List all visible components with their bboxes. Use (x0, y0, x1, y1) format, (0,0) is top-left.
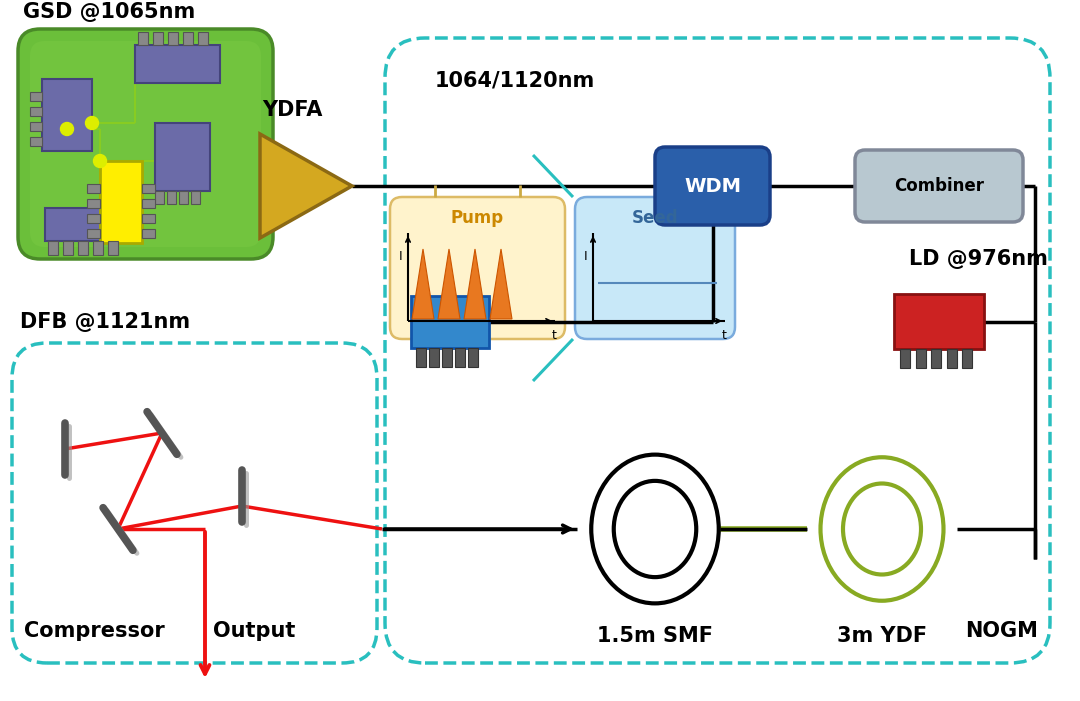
Bar (168, 32, 178, 45)
Bar (141, 214, 156, 223)
Text: 1064/1120nm: 1064/1120nm (435, 71, 595, 91)
Bar (78, 241, 87, 255)
Bar (455, 348, 465, 367)
Bar (141, 184, 156, 193)
FancyBboxPatch shape (390, 197, 565, 339)
Bar (138, 32, 148, 45)
FancyBboxPatch shape (654, 147, 770, 225)
Text: 3m YDF: 3m YDF (837, 626, 927, 646)
Bar (100, 161, 141, 243)
Bar (108, 241, 118, 255)
Bar (183, 32, 193, 45)
FancyBboxPatch shape (575, 197, 735, 339)
Bar (141, 229, 156, 238)
Text: t: t (552, 329, 557, 342)
Bar (191, 191, 200, 204)
Bar (63, 241, 73, 255)
Bar (167, 191, 176, 204)
Text: LD @976nm: LD @976nm (909, 249, 1048, 269)
Text: Compressor: Compressor (24, 621, 165, 641)
Text: I: I (583, 250, 588, 262)
Bar (45, 208, 135, 241)
Bar (141, 199, 156, 208)
Text: GSD @1065nm: GSD @1065nm (23, 2, 195, 22)
Bar (87, 229, 100, 238)
Circle shape (85, 116, 98, 130)
Text: DFB @1121nm: DFB @1121nm (21, 311, 190, 332)
Bar (30, 107, 42, 116)
Polygon shape (411, 249, 434, 319)
Text: YDFA: YDFA (262, 100, 323, 120)
FancyBboxPatch shape (855, 150, 1023, 222)
Bar (42, 79, 92, 151)
Bar (931, 349, 941, 368)
Bar (87, 214, 100, 223)
Text: I: I (399, 250, 402, 262)
Circle shape (60, 123, 73, 135)
Text: Combiner: Combiner (894, 177, 984, 195)
Bar (900, 349, 910, 368)
Bar (87, 184, 100, 193)
Polygon shape (464, 249, 486, 319)
Bar (153, 32, 163, 45)
Bar (48, 241, 58, 255)
Bar (30, 122, 42, 131)
Text: NOGM: NOGM (966, 621, 1038, 641)
Bar (411, 296, 489, 348)
Bar (442, 348, 453, 367)
Text: t: t (723, 329, 727, 342)
Bar (416, 348, 426, 367)
Bar (429, 348, 438, 367)
Bar (198, 32, 208, 45)
Bar (946, 349, 957, 368)
Text: Pump: Pump (451, 209, 504, 227)
Text: Output: Output (213, 621, 295, 641)
Text: Seed: Seed (632, 209, 678, 227)
Bar (93, 241, 103, 255)
Polygon shape (260, 134, 352, 238)
Bar (87, 199, 100, 208)
Bar (962, 349, 972, 368)
Bar (894, 294, 984, 349)
Bar (156, 191, 164, 204)
Polygon shape (490, 249, 512, 319)
Bar (916, 349, 926, 368)
FancyBboxPatch shape (18, 29, 273, 259)
Bar (156, 123, 210, 191)
Bar (30, 137, 42, 146)
Bar (30, 92, 42, 101)
Circle shape (94, 154, 107, 168)
Text: 1.5m SMF: 1.5m SMF (597, 626, 713, 646)
Bar (179, 191, 188, 204)
Text: WDM: WDM (684, 177, 741, 196)
Polygon shape (438, 249, 460, 319)
Bar (135, 45, 220, 83)
FancyBboxPatch shape (30, 41, 261, 247)
Bar (468, 348, 478, 367)
